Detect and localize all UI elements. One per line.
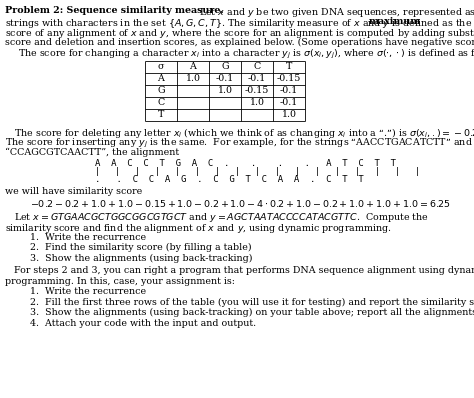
Text: G: G [221,62,229,71]
Text: -0.1: -0.1 [248,74,266,83]
Text: .   .  C  C  A  G  .  C  G  T  C  A  A  .  C  T  T: . . C C A G . C G T C A A . C T T [95,175,364,184]
Text: -0.1: -0.1 [280,86,298,95]
Text: 1.0: 1.0 [249,98,264,107]
Text: 2.  Find the similarity score (by filling a table): 2. Find the similarity score (by filling… [30,243,252,252]
Text: “CCAGCGTCAACTT”, the alignment: “CCAGCGTCAACTT”, the alignment [5,148,179,157]
Text: 4.  Attach your code with the input and output.: 4. Attach your code with the input and o… [30,318,256,328]
Text: σ: σ [158,62,164,71]
Text: |   |   |   |   |   |   |   |   |   |   |   |   |   |   |   |   |: | | | | | | | | | | | | | | | | | [95,167,420,176]
Text: programming. In this, case, your assignment is:: programming. In this, case, your assignm… [5,277,235,285]
Text: The score for changing a character $x_i$ into a character $y_j$ is $\sigma(x_i, : The score for changing a character $x_i$… [18,48,474,61]
Text: G: G [157,86,165,95]
Text: 3.  Show the alignments (using back-tracking) on your table above; report all th: 3. Show the alignments (using back-track… [30,308,474,317]
Text: score of any alignment of $x$ and $y$, where the score for an alignment is compu: score of any alignment of $x$ and $y$, w… [5,27,474,40]
Text: -0.15: -0.15 [277,74,301,83]
Text: A: A [157,74,164,83]
Text: 3.  Show the alignments (using back-tracking): 3. Show the alignments (using back-track… [30,254,253,263]
Text: For steps 2 and 3, you can right a program that performs DNA sequence alignment : For steps 2 and 3, you can right a progr… [5,266,474,275]
Text: maximum: maximum [369,16,421,25]
Text: 1.0: 1.0 [185,74,201,83]
Text: The score for inserting any $y_j$ is the same.  For example, for the strings “AA: The score for inserting any $y_j$ is the… [5,137,473,150]
Text: Let $x$ and $y$ be two given DNA sequences, represented as: Let $x$ and $y$ be two given DNA sequenc… [196,6,474,19]
Text: T: T [286,62,292,71]
Text: A: A [190,62,196,71]
Text: strings with characters in the set $\{A, G, C, T\}$. The similarity measure of $: strings with characters in the set $\{A,… [5,16,473,29]
Text: T: T [158,110,164,119]
Text: 1.  Write the recurrence: 1. Write the recurrence [30,232,146,242]
Text: 1.0: 1.0 [218,86,233,95]
Text: 1.  Write the recurrence: 1. Write the recurrence [30,287,146,296]
Text: Problem 2: Sequence similarity measure.: Problem 2: Sequence similarity measure. [5,6,224,15]
Text: score and deletion and insertion scores, as explained below. (Some operations ha: score and deletion and insertion scores,… [5,37,474,47]
Text: 1.0: 1.0 [282,110,297,119]
Text: Let $x = GTGAACGCTGGCGGCGTGCT$ and $y = AGCTAATACCCCATACGTTC$.  Compute the: Let $x = GTGAACGCTGGCGGCGTGCT$ and $y = … [5,211,429,224]
Text: -0.1: -0.1 [280,98,298,107]
Text: 2.  Fill the first three rows of the table (you will use it for testing) and rep: 2. Fill the first three rows of the tabl… [30,297,474,306]
Text: C: C [157,98,164,107]
Text: The score for deleting any letter $x_i$ (which we think of as changing $x_i$ int: The score for deleting any letter $x_i$ … [5,127,474,140]
Text: -0.15: -0.15 [245,86,269,95]
Text: $-0.2 - 0.2 + 1.0 + 1.0 - 0.15 + 1.0 - 0.2 + 1.0 - 4 \cdot 0.2 + 1.0 - 0.2 + 1.0: $-0.2 - 0.2 + 1.0 + 1.0 - 0.15 + 1.0 - 0… [30,198,451,209]
Text: we will have similarity score: we will have similarity score [5,187,142,195]
Text: similarity score and find the alignment of $x$ and $y$, using dynamic programmin: similarity score and find the alignment … [5,222,392,235]
Text: C: C [254,62,261,71]
Text: A  A  C  C  T  G  A  C  .    .    .    .   A  T  C  T  T: A A C C T G A C . . . . A T C T T [95,159,396,168]
Text: -0.1: -0.1 [216,74,234,83]
